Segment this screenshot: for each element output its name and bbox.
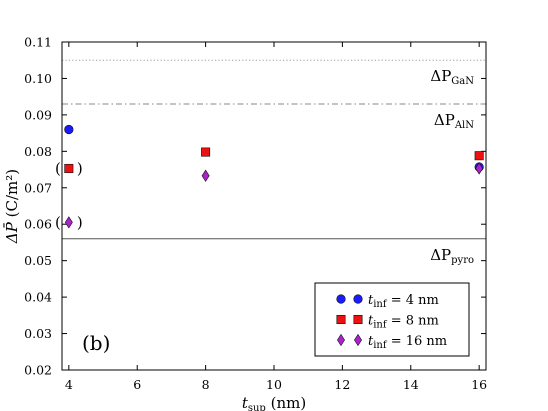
legend-entry-main: t [368,314,374,329]
y-tick-label: 0.05 [24,253,52,268]
y-tick-label: 0.08 [24,144,52,159]
y-tick-label: 0.04 [24,290,52,305]
reference-label-sub: pyro [451,255,474,266]
reference-label-aln: ΔPAlN [434,111,474,131]
legend-entry-value: = 4 nm [387,293,439,308]
reference-label-main: ΔP [430,246,451,264]
legend-entry-sub: inf [373,340,388,351]
legend-entry-label: tinf = 4 nm [368,293,439,310]
y-axis-label-main: ΔP̄ [3,221,21,244]
y-tick-label: 0.06 [24,217,52,232]
x-tick-label: 16 [471,377,487,392]
legend-entry-main: t [368,293,374,308]
bracket-close: ) [77,213,83,231]
reference-label-sub: GaN [451,76,474,87]
legend-entry-main: t [368,334,374,349]
reference-label-main: ΔP [430,67,451,85]
data-point-square [474,151,484,161]
legend-entry-label: tinf = 8 nm [368,314,439,331]
legend-entry-sub: inf [373,299,388,310]
data-point-diamond [475,162,484,175]
y-axis-label-unit: (C/m²) [3,169,21,222]
x-tick-label: 6 [133,377,141,392]
data-point-diamond [64,216,73,229]
data-point-circle [64,124,74,135]
legend-marker-circle [336,294,346,304]
legend-marker-square [353,314,363,324]
bracket-close: ) [77,159,83,177]
legend-marker-square [336,314,346,324]
data-point-square [64,163,74,173]
y-tick-label: 0.02 [24,363,52,378]
x-axis-label: tsup (nm) [242,394,306,411]
legend-entry-label: tinf = 16 nm [368,334,447,351]
x-tick-label: 14 [403,377,419,392]
panel-label: (b) [82,331,110,355]
data-point-diamond [201,169,210,182]
x-tick-label: 8 [202,377,210,392]
legend-marker-diamond [354,333,362,347]
reference-label-pyro: ΔPpyro [430,246,474,266]
x-tick-label: 12 [334,377,350,392]
bracket-open: ( [55,159,61,177]
legend-marker-diamond [337,333,345,347]
reference-label-main: ΔP [434,111,455,129]
reference-label-gan: ΔPGaN [430,67,474,87]
x-axis-label-main: t [242,394,249,411]
y-tick-label: 0.03 [24,326,52,341]
y-tick-label: 0.09 [24,107,52,122]
y-tick-label: 0.07 [24,180,52,195]
legend-marker-circle [353,294,363,304]
x-tick-label: 10 [266,377,282,392]
legend-entry-value: = 8 nm [387,314,439,329]
legend-entry-sub: inf [373,320,388,331]
reference-label-sub: AlN [454,120,474,131]
data-point-square [201,147,211,157]
y-tick-label: 0.11 [24,35,52,50]
x-axis-label-unit: (nm) [266,394,306,411]
bracket-open: ( [55,213,61,231]
y-tick-label: 0.10 [24,71,52,86]
x-tick-label: 4 [65,377,73,392]
legend-entry-value: = 16 nm [387,334,448,349]
x-axis-label-sub: sup [248,403,266,411]
y-axis-label: ΔP̄ (C/m²) [3,169,21,244]
